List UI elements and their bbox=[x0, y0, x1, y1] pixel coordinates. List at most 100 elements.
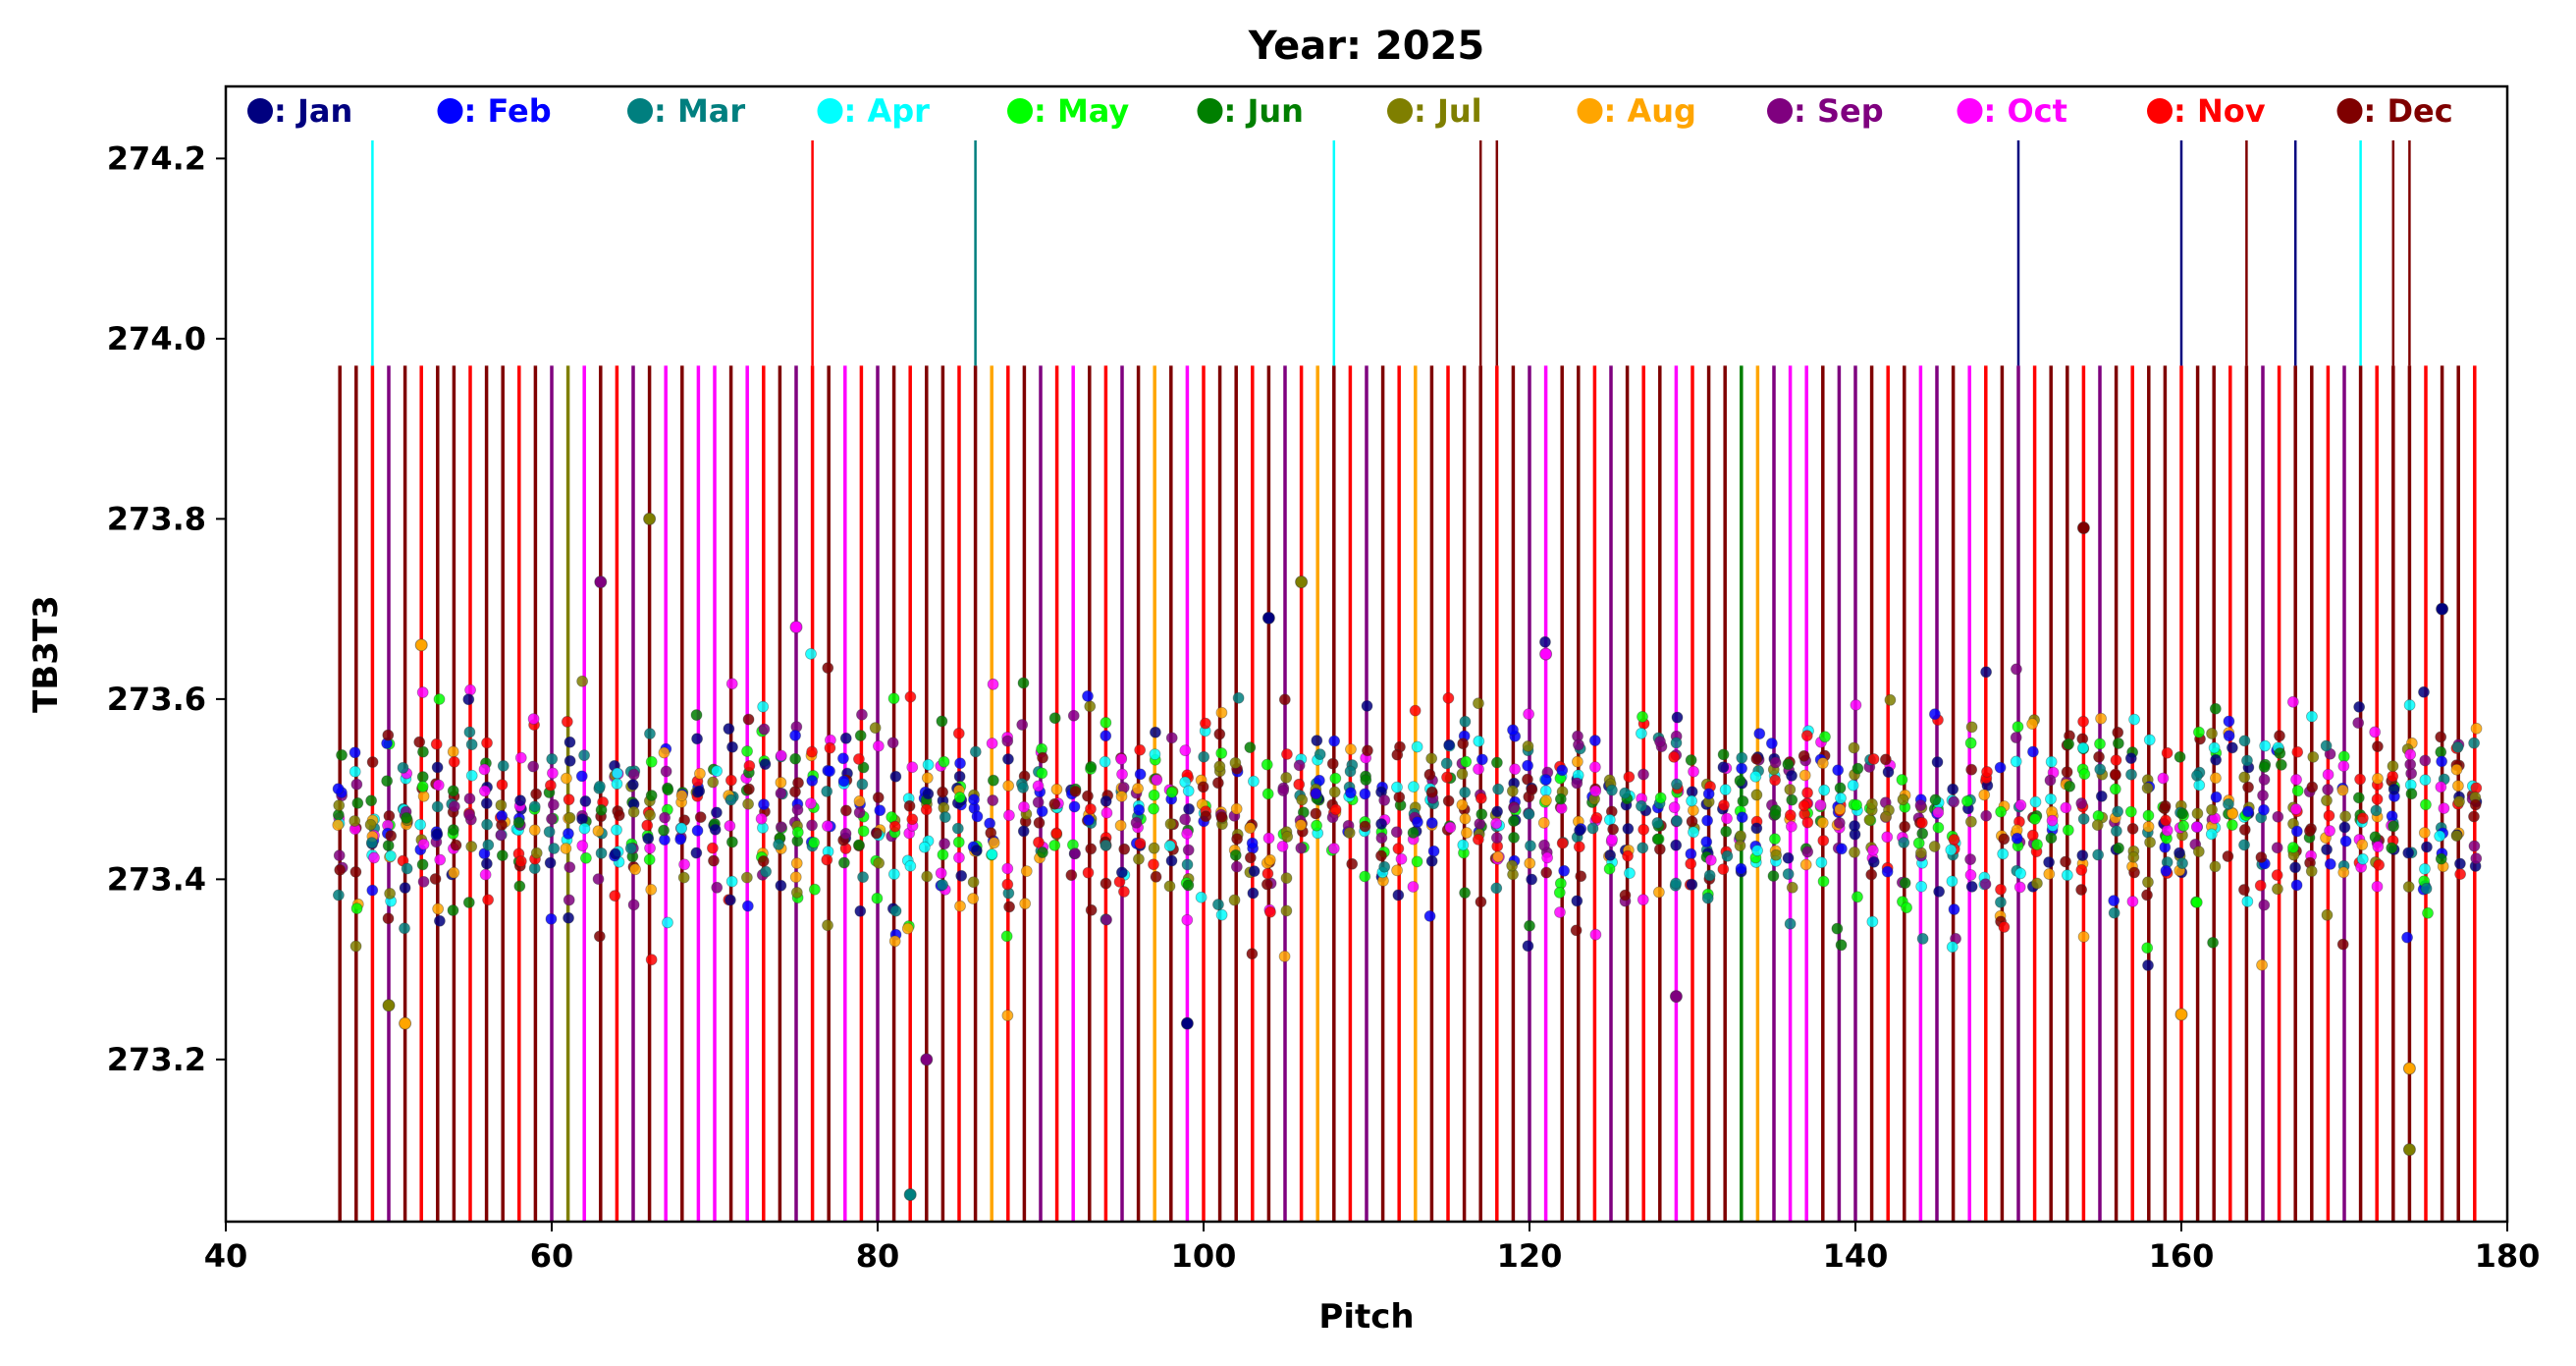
scatter-point bbox=[2352, 792, 2365, 804]
scatter-point bbox=[1929, 793, 1942, 806]
scatter-point bbox=[1473, 735, 1485, 747]
scatter-point bbox=[2402, 847, 2415, 859]
scatter-point bbox=[2062, 824, 2074, 837]
scatter-point bbox=[1116, 768, 1128, 781]
scatter-point bbox=[1246, 837, 1259, 849]
scatter-point bbox=[1881, 831, 1894, 844]
scatter-point bbox=[2223, 797, 2234, 810]
scatter-point bbox=[1554, 906, 1566, 918]
scatter-point bbox=[1604, 848, 1617, 861]
scatter-point bbox=[643, 853, 656, 866]
scatter-point bbox=[530, 847, 543, 859]
scatter-point bbox=[1328, 735, 1341, 747]
scatter-point bbox=[1390, 826, 1403, 839]
scatter-point bbox=[791, 826, 804, 839]
scatter-point bbox=[987, 794, 999, 806]
legend-label: : May bbox=[1034, 92, 1129, 130]
scatter-point bbox=[1637, 823, 1650, 836]
scatter-point bbox=[546, 813, 558, 825]
scatter-point bbox=[1100, 877, 1112, 890]
scatter-point bbox=[1735, 862, 1747, 875]
scatter-point bbox=[1946, 941, 1959, 954]
scatter-point bbox=[1701, 892, 1714, 904]
scatter-point bbox=[2470, 852, 2483, 865]
scatter-point bbox=[429, 873, 442, 885]
scatter-point bbox=[561, 716, 573, 728]
scatter-point bbox=[1165, 732, 1178, 744]
scatter-point bbox=[2271, 869, 2283, 882]
scatter-point bbox=[1749, 770, 1762, 783]
scatter-point bbox=[1880, 810, 1892, 823]
scatter-point bbox=[497, 760, 510, 772]
scatter-point bbox=[1866, 844, 1879, 856]
scatter-point bbox=[2011, 663, 2022, 676]
scatter-point bbox=[660, 765, 672, 778]
legend-marker bbox=[247, 98, 273, 124]
scatter-point bbox=[645, 790, 658, 801]
scatter-point bbox=[545, 912, 558, 925]
scatter-point bbox=[576, 840, 589, 852]
scatter-point bbox=[2422, 906, 2434, 919]
scatter-point bbox=[2242, 781, 2254, 793]
scatter-point bbox=[2027, 745, 2039, 758]
scatter-point bbox=[1296, 793, 1309, 806]
scatter-point bbox=[416, 858, 429, 871]
scatter-point bbox=[2142, 876, 2154, 889]
scatter-point bbox=[2323, 809, 2335, 822]
scatter-point bbox=[969, 745, 982, 758]
scatter-point bbox=[1786, 793, 1798, 806]
scatter-point bbox=[592, 825, 605, 838]
scatter-point bbox=[1228, 894, 1241, 906]
legend-label: : Feb bbox=[464, 92, 552, 130]
scatter-point bbox=[1979, 878, 1992, 891]
scatter-point bbox=[1280, 771, 1293, 784]
scatter-point bbox=[1150, 870, 1162, 883]
scatter-point bbox=[1100, 716, 1112, 729]
scatter-point bbox=[726, 740, 738, 753]
scatter-point bbox=[416, 771, 429, 783]
scatter-point bbox=[936, 715, 948, 728]
scatter-point bbox=[463, 792, 476, 805]
scatter-point bbox=[790, 886, 803, 899]
scatter-point bbox=[1359, 870, 1371, 883]
scatter-point bbox=[1998, 833, 2011, 846]
scatter-point bbox=[2157, 772, 2170, 785]
scatter-point bbox=[2419, 862, 2431, 875]
scatter-point bbox=[1526, 784, 1538, 795]
scatter-point bbox=[1850, 699, 1862, 711]
scatter-point bbox=[1134, 768, 1147, 781]
scatter-point bbox=[2110, 754, 2122, 767]
outlier-point bbox=[2174, 1008, 2188, 1021]
scatter-point bbox=[2223, 730, 2235, 742]
scatter-point bbox=[332, 819, 345, 832]
outlier-point bbox=[1539, 647, 1553, 661]
scatter-point bbox=[2222, 850, 2234, 862]
scatter-point bbox=[1995, 805, 2008, 818]
scatter-point bbox=[1798, 799, 1810, 812]
scatter-point bbox=[627, 899, 640, 911]
scatter-point bbox=[1670, 839, 1683, 851]
x-tick-label: 180 bbox=[2475, 1237, 2541, 1275]
scatter-point bbox=[2210, 753, 2223, 766]
scatter-point bbox=[1916, 932, 1929, 945]
scatter-point bbox=[2210, 772, 2222, 785]
scatter-point bbox=[432, 902, 445, 915]
scatter-point bbox=[1326, 757, 1339, 770]
scatter-point bbox=[967, 893, 980, 904]
scatter-point bbox=[711, 765, 724, 778]
scatter-point bbox=[853, 806, 866, 819]
scatter-point bbox=[2338, 821, 2351, 834]
scatter-point bbox=[1195, 891, 1208, 903]
scatter-point bbox=[2110, 825, 2122, 838]
scatter-point bbox=[662, 784, 674, 796]
scatter-point bbox=[1293, 778, 1306, 791]
scatter-point bbox=[2026, 718, 2039, 731]
scatter-point bbox=[1998, 921, 2011, 933]
scatter-point bbox=[839, 732, 852, 744]
scatter-point bbox=[547, 798, 560, 811]
scatter-point bbox=[724, 820, 736, 832]
scatter-point bbox=[690, 709, 703, 721]
scatter-point bbox=[1556, 837, 1569, 849]
legend-marker bbox=[1767, 98, 1793, 124]
scatter-point bbox=[1929, 708, 1941, 721]
